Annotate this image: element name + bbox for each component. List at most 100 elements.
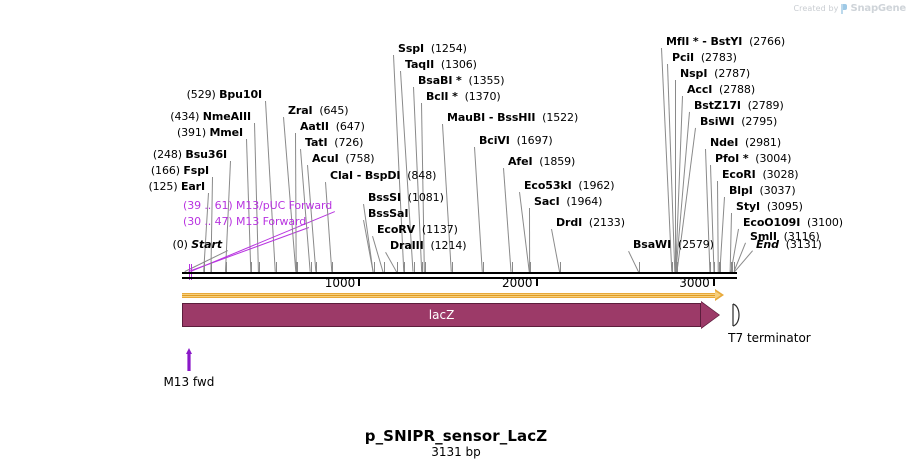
site-name: End — [756, 238, 779, 251]
restriction-site-label[interactable]: BsaBI * (1355) — [418, 75, 505, 87]
restriction-site-label[interactable]: Eco53kI (1962) — [524, 180, 614, 192]
site-position: (1355) — [468, 74, 505, 87]
site-name: BssSI — [368, 191, 401, 204]
restriction-site-label[interactable]: MauBI - BssHII (1522) — [447, 112, 578, 124]
site-position: (1370) — [464, 90, 501, 103]
restriction-site-label[interactable]: NspI (2787) — [680, 68, 750, 80]
ruler-label: 2000 — [501, 276, 533, 290]
restriction-site-label[interactable]: StyI (3095) — [736, 201, 803, 213]
restriction-site-label[interactable]: PfoI * (3004) — [715, 153, 791, 165]
site-name: Bpu10I — [219, 88, 262, 101]
site-position: (1859) — [539, 155, 576, 168]
site-tick — [672, 262, 673, 272]
site-name: PciI — [672, 51, 695, 64]
site-tick — [720, 262, 721, 272]
end-label[interactable]: End (3131) — [756, 239, 822, 251]
site-name: MauBI - BssHII — [447, 111, 536, 124]
restriction-site-label[interactable]: BsaWI (2579) — [633, 239, 714, 251]
primer-label[interactable]: (39 .. 61) M13/pUC Forward — [183, 200, 332, 212]
ruler-tick — [535, 279, 538, 286]
site-tick — [311, 262, 312, 272]
site-position: (726) — [334, 136, 364, 149]
plasmid-backbone-bottom — [182, 277, 737, 279]
restriction-site-label[interactable]: BssSaI — [368, 208, 408, 220]
restriction-site-label[interactable]: BclI * (1370) — [426, 91, 501, 103]
restriction-site-label[interactable]: AatII (647) — [300, 121, 365, 133]
orf-arrow-head-fill — [715, 291, 722, 299]
t7-terminator-icon[interactable] — [730, 303, 744, 327]
restriction-site-label[interactable]: (166) FspI — [151, 165, 209, 177]
site-tick — [731, 262, 732, 272]
site-tick — [397, 262, 398, 272]
restriction-site-label[interactable]: MflI * - BstYI (2766) — [666, 36, 785, 48]
restriction-site-label[interactable]: ZraI (645) — [288, 105, 349, 117]
site-tick — [422, 262, 423, 272]
site-tick — [675, 262, 676, 272]
primer-label[interactable]: (30 .. 47) M13 Forward — [183, 216, 306, 228]
restriction-site-label[interactable]: BstZ17I (2789) — [694, 100, 784, 112]
site-tick — [530, 262, 531, 272]
restriction-site-label[interactable]: SspI (1254) — [398, 43, 467, 55]
restriction-site-label[interactable]: AfeI (1859) — [508, 156, 575, 168]
site-name: TaqII — [405, 58, 435, 71]
restriction-site-label[interactable]: (434) NmeAIII — [170, 111, 251, 123]
snapgene-logo-icon — [841, 3, 848, 14]
site-leader-line — [628, 251, 640, 273]
site-position: (3095) — [766, 200, 803, 213]
site-leader-line — [503, 168, 512, 273]
restriction-site-label[interactable]: BsiWI (2795) — [700, 116, 777, 128]
site-tick — [676, 262, 677, 272]
site-tick — [483, 262, 484, 272]
restriction-site-label[interactable]: DrdI (2133) — [556, 217, 625, 229]
restriction-site-label[interactable]: EcoO109I (3100) — [743, 217, 843, 229]
site-position: (2579) — [677, 238, 714, 251]
site-name: Eco53kI — [524, 179, 572, 192]
restriction-site-label[interactable]: EcoRI (3028) — [722, 168, 799, 181]
site-name: SmlI — [750, 230, 777, 243]
restriction-site-label[interactable]: PciI (2783) — [672, 52, 737, 64]
site-tick — [251, 262, 252, 272]
restriction-site-label[interactable]: EcoRV (1137) — [377, 224, 458, 236]
restriction-site-label[interactable]: SmlI (3116) — [750, 231, 820, 243]
snapgene-watermark: Created by SnapGene — [793, 3, 906, 14]
restriction-site-label[interactable]: (391) MmeI — [177, 127, 243, 139]
lacz-arrow-head — [701, 302, 720, 328]
site-tick — [710, 262, 711, 272]
site-tick — [297, 262, 298, 272]
restriction-site-label[interactable]: TaqII (1306) — [405, 59, 477, 71]
site-position: (0) — [172, 238, 188, 251]
site-name: BciVI — [479, 134, 510, 147]
site-leader-line — [385, 252, 398, 273]
site-tick — [332, 262, 333, 272]
restriction-site-label[interactable]: AccI (2788) — [687, 84, 755, 96]
restriction-site-label[interactable]: NdeI (2981) — [710, 137, 781, 149]
start-label[interactable]: (0) Start — [173, 239, 223, 251]
site-position: (166) — [150, 164, 180, 177]
restriction-site-label[interactable]: BlpI (3037) — [729, 185, 796, 197]
restriction-site-label[interactable]: BciVI (1697) — [479, 135, 553, 147]
site-tick — [414, 262, 415, 272]
restriction-site-label[interactable]: (529) Bpu10I — [187, 89, 262, 101]
site-tick — [639, 262, 640, 272]
t7-terminator-label: T7 terminator — [728, 331, 811, 345]
site-name: TatI — [305, 136, 328, 149]
site-name: MmeI — [209, 126, 243, 139]
site-position: (1697) — [516, 134, 553, 147]
restriction-site-label[interactable]: AcuI (758) — [312, 153, 375, 165]
site-name: PfoI * — [715, 152, 749, 165]
restriction-site-label[interactable]: ClaI - BspDI (848) — [330, 170, 436, 182]
site-position: (2788) — [719, 83, 756, 96]
restriction-site-label[interactable]: BssSI (1081) — [368, 192, 444, 204]
site-position: (2766) — [749, 35, 786, 48]
restriction-site-label[interactable]: SacI (1964) — [534, 196, 602, 208]
restriction-site-label[interactable]: (125) EarI — [148, 181, 205, 193]
restriction-site-label[interactable]: (248) Bsu36I — [153, 149, 227, 161]
site-position: (3028) — [762, 168, 799, 181]
restriction-site-label[interactable]: DraIII (1214) — [390, 240, 467, 252]
site-position: (2787) — [714, 67, 751, 80]
site-tick — [276, 262, 277, 272]
m13-fwd-primer-icon[interactable] — [185, 348, 193, 372]
site-name: NmeAIII — [202, 110, 251, 123]
restriction-site-label[interactable]: TatI (726) — [305, 137, 363, 149]
